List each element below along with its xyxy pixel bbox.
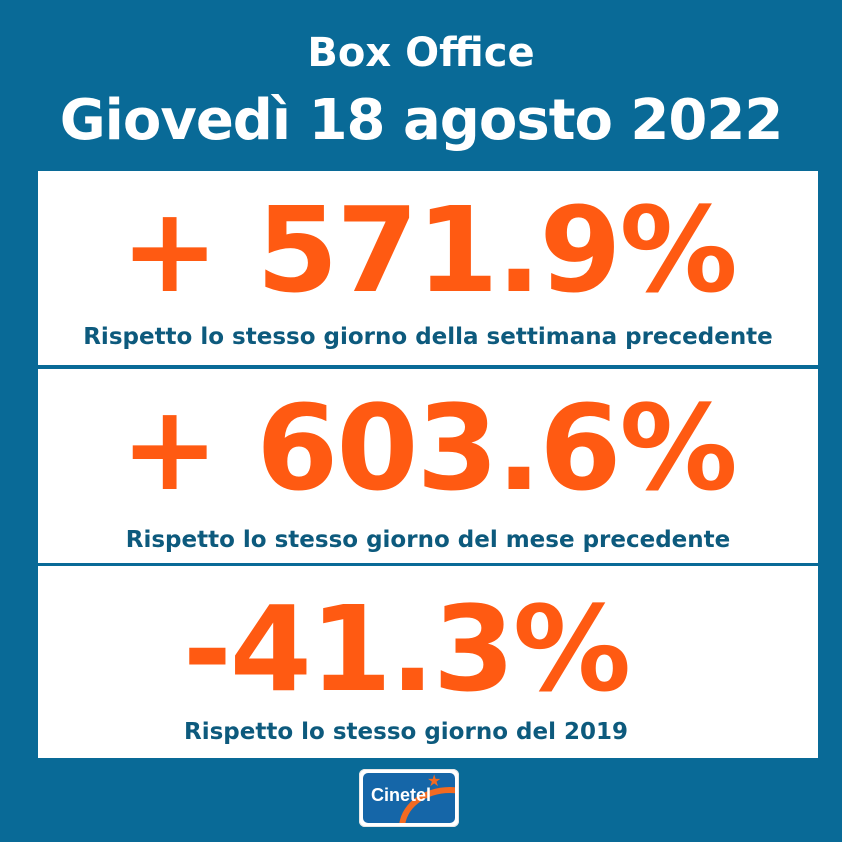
- logo-text: Cinetel: [371, 785, 432, 805]
- stat-value: + 571.9%: [120, 181, 737, 319]
- stat-value: -41.3%: [182, 580, 631, 718]
- stat-value: + 603.6%: [120, 379, 737, 517]
- header-date: Giovedì 18 agosto 2022: [59, 88, 784, 153]
- stat-card-week: + 571.9% Rispetto lo stesso giorno della…: [38, 171, 818, 365]
- cinetel-logo: Cinetel ★: [359, 769, 459, 827]
- stat-caption: Rispetto lo stesso giorno del 2019: [184, 719, 628, 745]
- stat-card-2019: -41.3% Rispetto lo stesso giorno del 201…: [38, 566, 818, 758]
- star-icon: ★: [427, 773, 442, 790]
- header-title: Box Office: [307, 30, 535, 76]
- stat-card-month: + 603.6% Rispetto lo stesso giorno del m…: [38, 369, 818, 563]
- stat-caption: Rispetto lo stesso giorno della settiman…: [83, 324, 773, 350]
- stat-caption: Rispetto lo stesso giorno del mese prece…: [125, 527, 731, 553]
- logo-badge: Cinetel ★: [363, 773, 455, 823]
